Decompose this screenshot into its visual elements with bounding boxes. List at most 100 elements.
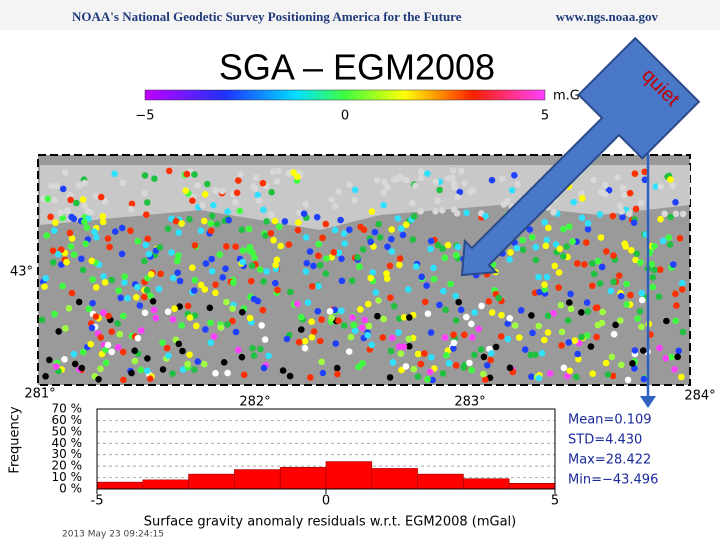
map-dot <box>456 188 464 196</box>
map-dot <box>259 179 267 187</box>
map-dot <box>380 315 388 323</box>
map-dot <box>210 201 217 209</box>
map-dot <box>174 269 181 277</box>
map-dot <box>597 234 605 241</box>
map-dot <box>186 314 194 321</box>
x-tick-label: 5 <box>551 494 559 509</box>
map-dot <box>168 249 175 256</box>
map-dot <box>578 333 585 341</box>
map-dot <box>507 249 514 256</box>
map-dot <box>532 256 540 264</box>
map-dot <box>676 235 684 242</box>
map-dot <box>250 352 258 359</box>
map-dot <box>372 289 380 296</box>
map-dot <box>441 334 449 341</box>
map-dot <box>263 268 270 275</box>
map-dot <box>319 234 326 242</box>
map-dot <box>308 334 316 341</box>
map-dot <box>517 307 525 314</box>
map-dot <box>418 273 426 281</box>
map-dot <box>92 284 100 291</box>
map-dot <box>225 216 232 224</box>
y-tick-label: 70 % <box>52 402 83 416</box>
map-dot <box>92 193 99 200</box>
x-tick-label: -5 <box>91 494 104 509</box>
map-dot <box>335 249 343 257</box>
map-dot <box>191 366 198 373</box>
map-dot <box>633 250 641 257</box>
map-dot <box>119 179 127 187</box>
map-dot <box>432 208 439 215</box>
map-dot <box>485 298 493 305</box>
map-dot <box>467 188 474 196</box>
map-dot <box>430 264 437 272</box>
map-dot <box>42 373 49 380</box>
map-dot <box>55 250 62 258</box>
map-dot <box>631 170 639 177</box>
map-dot <box>224 321 231 328</box>
map-dot <box>308 318 315 326</box>
map-dot <box>159 339 166 347</box>
map-dot <box>207 227 215 235</box>
map-dot <box>49 247 57 254</box>
map-dot <box>590 176 597 184</box>
map-dot <box>268 188 275 196</box>
map-dot <box>124 295 131 302</box>
map-dot <box>104 235 112 242</box>
map-dot <box>584 220 592 227</box>
map-dot <box>603 248 610 255</box>
map-dot <box>301 344 309 352</box>
map-dot <box>488 176 496 184</box>
map-dot <box>287 288 294 296</box>
map-dot <box>68 213 75 221</box>
map-dot <box>380 189 387 196</box>
map-dot <box>601 182 609 189</box>
map-dot <box>439 207 446 214</box>
map-dot <box>536 288 543 296</box>
map-dot <box>249 344 256 352</box>
map-dot <box>50 259 57 266</box>
map-dot <box>630 219 638 226</box>
map-dot <box>427 237 435 245</box>
map-dot <box>661 210 668 218</box>
map-dot <box>223 243 230 250</box>
map-dot <box>263 218 270 225</box>
map-dot <box>165 352 172 360</box>
map-dot <box>212 289 219 297</box>
map-dot <box>267 230 275 237</box>
map-dot <box>573 373 580 381</box>
map-dot <box>223 298 230 306</box>
map-dot <box>651 242 658 250</box>
map-dot <box>133 294 140 301</box>
map-dot <box>63 258 70 266</box>
map-dot <box>429 376 436 384</box>
map-dot <box>318 358 325 366</box>
map-dot <box>424 376 431 383</box>
map-dot <box>546 370 554 377</box>
map-dot <box>410 213 418 220</box>
map-dot <box>118 224 126 232</box>
map-dot <box>235 177 242 184</box>
map-dot <box>209 212 216 220</box>
map-dot <box>358 324 366 332</box>
map-dot <box>64 207 71 214</box>
map-dot <box>414 350 422 358</box>
map-dot <box>271 217 279 225</box>
map-dot <box>172 217 180 225</box>
map-dot <box>552 241 560 248</box>
map-dot <box>675 347 682 355</box>
map-dot <box>616 202 624 209</box>
map-dot <box>541 281 548 289</box>
map-dot <box>402 221 410 228</box>
map-dot <box>345 348 353 355</box>
map-dot <box>194 358 202 365</box>
map-dot <box>439 245 447 253</box>
map-dot <box>396 255 404 262</box>
map-dot <box>179 347 186 355</box>
map-dot <box>584 226 592 233</box>
map-dot <box>105 312 112 320</box>
map-dot <box>206 304 214 312</box>
map-dot <box>246 246 253 254</box>
map-dot <box>666 241 674 248</box>
map-dot <box>191 287 198 294</box>
